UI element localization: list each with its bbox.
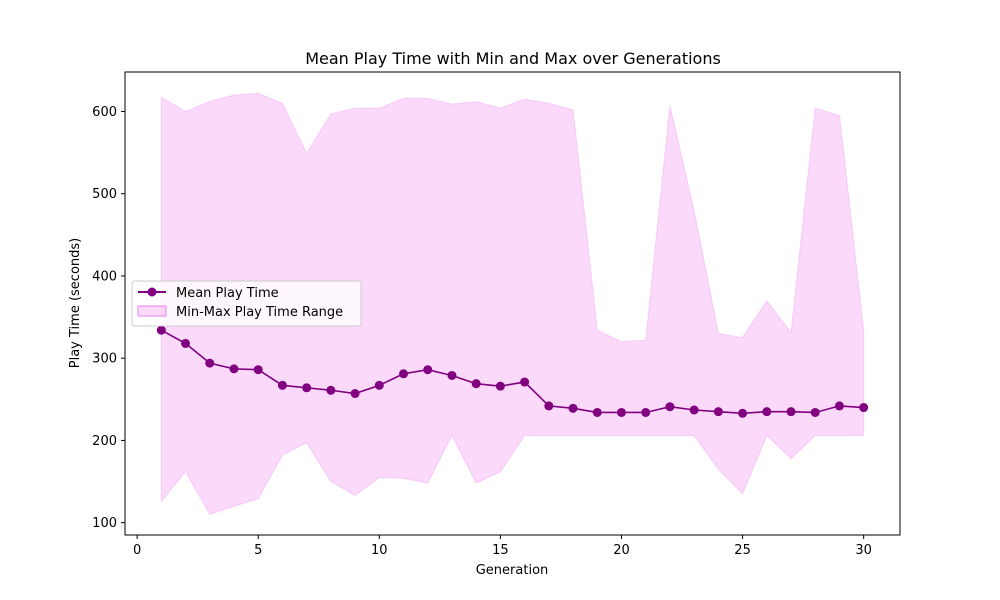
y-tick-label: 200	[92, 434, 117, 449]
mean-point	[423, 365, 433, 375]
mean-point	[447, 370, 457, 380]
mean-point	[738, 408, 748, 418]
y-tick-label: 100	[92, 516, 117, 531]
y-axis: 100 200 300 400 500 600	[92, 105, 125, 531]
mean-point	[471, 379, 481, 389]
x-tick-label: 25	[734, 543, 751, 558]
y-tick-label: 400	[92, 269, 117, 284]
legend-box	[131, 280, 362, 327]
mean-point	[181, 338, 191, 348]
mean-point	[253, 365, 263, 375]
mean-point	[520, 377, 530, 387]
legend-label-mean: Mean Play Time	[176, 286, 279, 301]
mean-point	[834, 401, 844, 411]
mean-point	[156, 325, 166, 335]
mean-point	[859, 403, 869, 413]
y-tick-label: 500	[92, 187, 117, 202]
mean-point	[229, 364, 239, 374]
plot-area	[156, 92, 869, 516]
mean-point	[495, 381, 505, 391]
mean-point	[713, 407, 723, 417]
x-tick-label: 20	[613, 543, 630, 558]
plot-frame	[124, 71, 901, 536]
mean-point	[762, 407, 772, 417]
mean-point	[399, 369, 409, 379]
mean-point	[592, 407, 602, 417]
mean-point	[786, 407, 796, 417]
legend: Mean Play Time Min-Max Play Time Range	[131, 280, 362, 327]
x-tick-label: 5	[254, 543, 262, 558]
mean-point	[641, 407, 651, 417]
x-axis: 0 5 10 15 20 25 30	[133, 535, 872, 558]
x-axis-title: Generation	[476, 563, 549, 578]
legend-mean-marker-swatch	[147, 287, 157, 297]
x-tick-label: 30	[855, 543, 872, 558]
mean-point	[350, 389, 360, 399]
y-tick-label: 600	[92, 105, 117, 120]
mean-point	[374, 380, 384, 390]
mean-point	[689, 405, 699, 415]
mean-point	[205, 358, 215, 368]
mean-point	[544, 401, 554, 411]
mean-point	[810, 407, 820, 417]
x-tick-label: 10	[371, 543, 388, 558]
legend-range-swatch	[137, 305, 167, 317]
mean-point	[616, 407, 626, 417]
mean-point	[277, 380, 287, 390]
mean-point	[326, 385, 336, 395]
x-tick-label: 15	[492, 543, 509, 558]
x-tick-label: 0	[133, 543, 141, 558]
legend-label-range: Min-Max Play Time Range	[176, 305, 343, 320]
y-tick-label: 300	[92, 352, 117, 367]
mean-point	[568, 403, 578, 413]
mean-point	[665, 402, 675, 412]
mean-point	[302, 383, 312, 393]
y-axis-title: Play Time (seconds)	[68, 238, 83, 368]
chart-title: Mean Play Time with Min and Max over Gen…	[305, 49, 721, 68]
